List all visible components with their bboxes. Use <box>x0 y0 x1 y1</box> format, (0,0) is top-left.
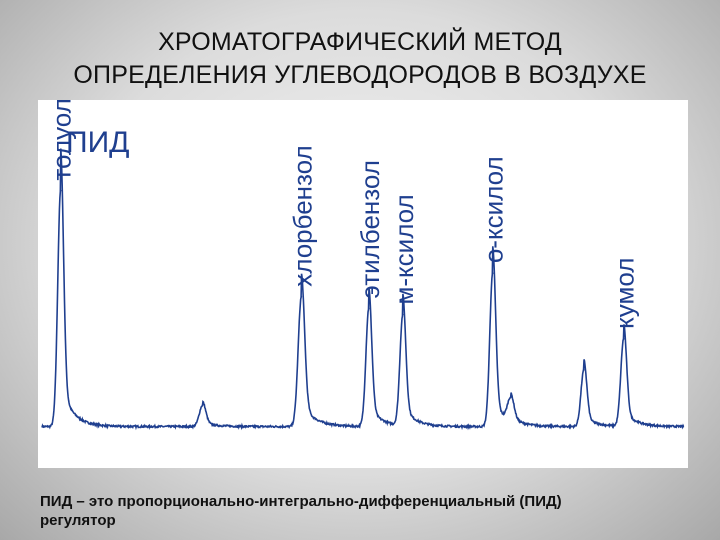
peak-apex-9 <box>622 338 625 340</box>
peak-apex-1 <box>59 189 62 192</box>
chart-title: ПИД <box>66 126 129 159</box>
slide-title-line-2: ОПРЕДЕЛЕНИЯ УГЛЕВОДОРОДОВ В ВОЗДУХЕ <box>73 61 647 89</box>
trace-layer <box>41 148 685 431</box>
peak-label-9: кумол <box>610 258 640 329</box>
peak-label-3: хлорбензол <box>287 145 317 287</box>
chromatogram-trace <box>41 148 685 431</box>
peak-label-4: этилбензол <box>355 160 385 298</box>
peak-apex-6 <box>491 272 494 274</box>
peak-apex-7 <box>509 396 512 398</box>
peak-label-6: о-ксилол <box>479 156 509 263</box>
caption-line-1: ПИД – это пропорционально-интегрально-ди… <box>40 493 562 510</box>
caption-line-2: регулятор <box>40 512 116 529</box>
peak-apex-2 <box>201 404 204 407</box>
peak-label-layer: толуол хлорбензол этилбензол м-ксилол о-ксил… <box>47 100 640 329</box>
slide-title: ХРОМАТОГРАФИЧЕСКИЙ МЕТОД ОПРЕДЕЛЕНИЯ УГЛ… <box>0 26 720 92</box>
chromatogram-panel: ПИД толуол хлорбензол этилбензол м-ксилол о-… <box>38 100 688 468</box>
chromatogram-chart: ПИД толуол хлорбензол этилбензол м-ксилол о-… <box>41 100 685 431</box>
peak-label-5: м-ксилол <box>389 194 419 304</box>
peak-apex-8 <box>583 369 585 371</box>
peak-apex-4 <box>367 307 370 310</box>
peak-label-1: толуол <box>47 100 77 181</box>
peak-apex-5 <box>402 313 404 316</box>
slide-title-line-1: ХРОМАТОГРАФИЧЕСКИЙ МЕТОД <box>158 28 562 56</box>
caption: ПИД – это пропорционально-интегрально-ди… <box>40 492 680 530</box>
peak-apex-3 <box>300 295 303 298</box>
